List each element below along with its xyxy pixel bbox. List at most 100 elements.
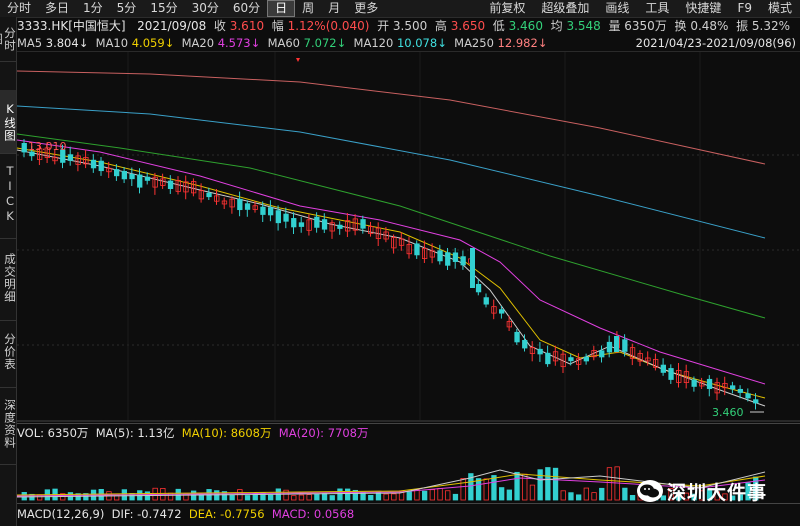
ma60-line [16,133,766,319]
candle [214,195,220,202]
candle [275,210,282,224]
volume-ma10-line [16,473,766,496]
volume-ma5-line [16,469,766,498]
candle [160,178,166,186]
candle [252,205,258,210]
candle [175,180,181,192]
volume-bar [329,495,335,501]
toolbar-button[interactable]: 模式 [767,1,792,15]
period-tab[interactable]: 60分 [232,1,261,15]
volume-bar [368,494,374,501]
candle [321,219,328,230]
side-tab[interactable]: 深度资料 [0,384,17,465]
toolbar-right: 前复权 超级叠加 画线 工具 快捷键 F9 模式 [481,0,800,17]
high-price: 3.650 [450,19,486,33]
toolbar-button[interactable]: 快捷键 [685,1,722,15]
period-tab[interactable]: 分时 [7,1,32,15]
volume-bar [452,493,459,501]
candle [629,347,636,359]
low-price-label: 3.460 [712,406,744,419]
candle [421,247,428,260]
candle [167,180,174,190]
toolbar-button[interactable]: 前复权 [489,1,526,15]
period-tab[interactable]: 30分 [191,1,219,15]
macd-dif: DIF: -0.7472 [111,507,182,521]
candle [52,156,58,162]
candle [190,181,197,194]
period-tab[interactable]: 月 [328,1,341,15]
period-tab[interactable]: 15分 [150,1,178,15]
period-tab[interactable]: 1分 [83,1,103,15]
volume-bar [568,492,574,501]
side-tab[interactable]: 成交明细 [0,235,17,321]
candle [137,174,143,188]
toolbar-button[interactable]: 工具 [645,1,670,15]
stock-code: 3333.HK[中国恒大] [17,19,126,33]
ma250-value: 12.982↓ [497,36,548,50]
period-tab[interactable]: 更多 [354,1,379,15]
period-toolbar: 分时 多日 1分 5分 15分 30分 60分日周月更多 前复权 超级叠加 画线 工具 快捷键 F9 模式 [0,0,800,18]
candle [37,148,43,160]
candle [98,160,104,172]
ma120-value: 10.078↓ [396,36,447,50]
toolbar-button[interactable]: 超级叠加 [541,1,590,15]
volume-bar [691,493,697,501]
volume-bar [383,493,389,501]
toolbar-button[interactable]: F9 [737,1,752,15]
candle [552,351,559,362]
watermark: 深圳大件事 [637,478,767,504]
volume-bar [483,478,489,501]
volume-bar [321,492,328,501]
volume-bar [660,495,666,501]
candle [470,248,475,288]
volume-bar [560,490,566,501]
volume-bar [267,494,274,501]
toolbar-button[interactable]: 画线 [605,1,630,15]
candle [121,170,127,180]
candle [152,176,158,188]
chart-grid [17,52,800,422]
candle [352,218,359,231]
candle [599,350,605,358]
period-tab[interactable]: 周 [302,1,315,15]
low-price: 3.460 [508,19,543,33]
period-tab[interactable]: 日 [267,0,296,17]
volume-ma20-line [16,477,766,497]
volume-bar [221,491,228,501]
period-tab[interactable]: 多日 [45,1,70,15]
ma20-value: 4.573↓ [217,36,261,50]
candle [529,347,536,354]
side-tab[interactable]: TICK [0,150,17,239]
candle [291,218,297,228]
volume-bar [552,467,559,501]
candle [375,227,382,239]
candle [368,226,374,234]
volume-bar [314,494,320,501]
volume-bar [629,495,636,501]
volume-bar [468,473,474,501]
avg-price: 3.548 [566,19,601,33]
volume-bar [714,491,720,501]
volume-bar [491,475,497,501]
candle [483,297,489,305]
ma10-value: 4.059↓ [131,36,175,50]
volume-bar [291,495,297,501]
candle [60,149,66,163]
candle [683,371,690,383]
side-tab[interactable]: 分时图 [0,17,17,62]
period-tab[interactable]: 5分 [116,1,137,15]
side-tab[interactable]: K线图 [0,90,17,154]
candle [206,192,212,198]
volume-label: VOL: 6350万 [17,426,89,440]
candle [668,368,674,380]
candle [591,350,597,358]
candle [44,147,50,158]
volume-bar [676,491,682,501]
side-tab[interactable]: 分价表 [0,317,17,388]
candle [398,238,405,246]
watermark-text: 深圳大件事 [667,481,768,504]
volume-bar [737,494,743,501]
candle [344,220,351,232]
